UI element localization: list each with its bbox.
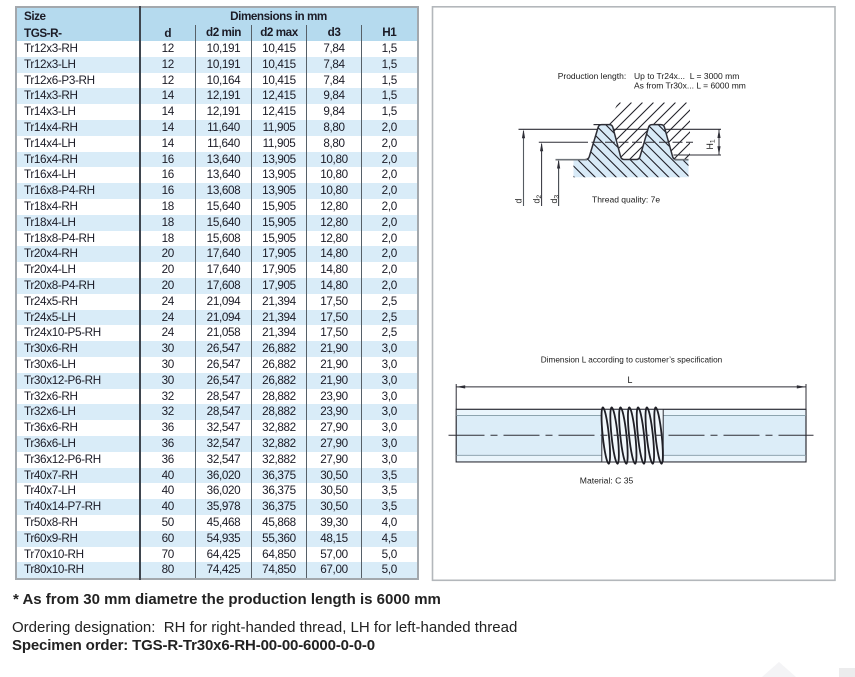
svg-text:Production length:: Production length: bbox=[558, 71, 627, 81]
svg-text:Thread quality: 7e: Thread quality: 7e bbox=[592, 195, 660, 205]
svg-text:d: d bbox=[513, 199, 523, 204]
svg-text:L: L bbox=[628, 375, 633, 385]
svg-text:d2: d2 bbox=[532, 195, 544, 204]
svg-text:H1: H1 bbox=[705, 139, 717, 149]
svg-text:d3: d3 bbox=[549, 195, 561, 204]
svg-text:As from Tr30x... L = 6000 mm: As from Tr30x... L = 6000 mm bbox=[634, 81, 746, 91]
svg-text:Up to Tr24x... L = 3000 mm: Up to Tr24x... L = 3000 mm bbox=[634, 71, 739, 81]
svg-text:Dimension L according to custo: Dimension L according to customer’s spec… bbox=[541, 356, 723, 365]
svg-text:Material: C 35: Material: C 35 bbox=[580, 475, 634, 485]
